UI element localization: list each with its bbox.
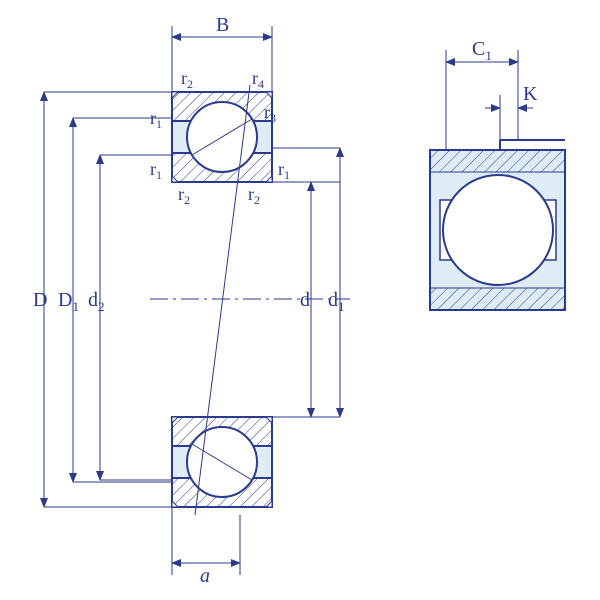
label-K: K: [523, 83, 538, 105]
aux-view: C1 K: [430, 38, 565, 310]
label-r2-tl: r2: [181, 68, 193, 91]
top-race: [172, 92, 272, 182]
label-r1-tl: r1: [150, 108, 162, 131]
ball-aux: [443, 175, 553, 285]
label-r1-ml: r1: [150, 159, 162, 182]
label-r4-tr: r4: [252, 68, 264, 91]
label-d2: d2: [88, 289, 105, 314]
label-r2-ml: r2: [178, 184, 190, 207]
label-C1: C1: [472, 38, 492, 63]
label-r2-mr: r2: [248, 184, 260, 207]
label-a: a: [200, 565, 210, 587]
label-B: B: [216, 14, 229, 36]
label-D: D: [33, 289, 47, 311]
main-view: D D1 d2 d d1 B a: [33, 14, 350, 587]
label-r1-mr: r1: [278, 159, 290, 182]
label-d: d: [300, 289, 310, 311]
label-D1: D1: [58, 289, 79, 314]
bottom-race: [172, 417, 272, 507]
label-d1: d1: [328, 289, 345, 314]
bearing-drawing: D D1 d2 d d1 B a: [0, 0, 600, 600]
